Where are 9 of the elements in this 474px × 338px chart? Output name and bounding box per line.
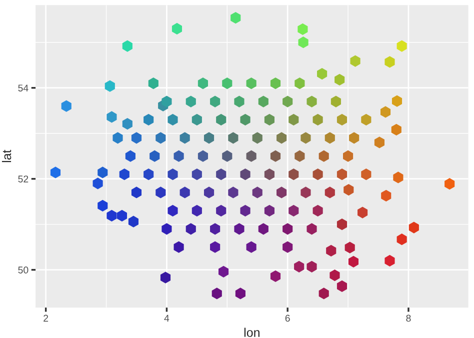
x-tick-label: 4 (164, 314, 170, 322)
x-tick-label: 2 (44, 314, 48, 322)
x-axis-title: lon (244, 328, 260, 337)
y-tick-label: 50 (18, 266, 28, 274)
y-tick-label: 54 (18, 84, 28, 92)
y-axis-title: lat (2, 150, 12, 162)
x-tick-label: 8 (406, 314, 411, 322)
y-tick-label: 52 (18, 176, 28, 182)
x-tick-label: 6 (285, 314, 290, 322)
